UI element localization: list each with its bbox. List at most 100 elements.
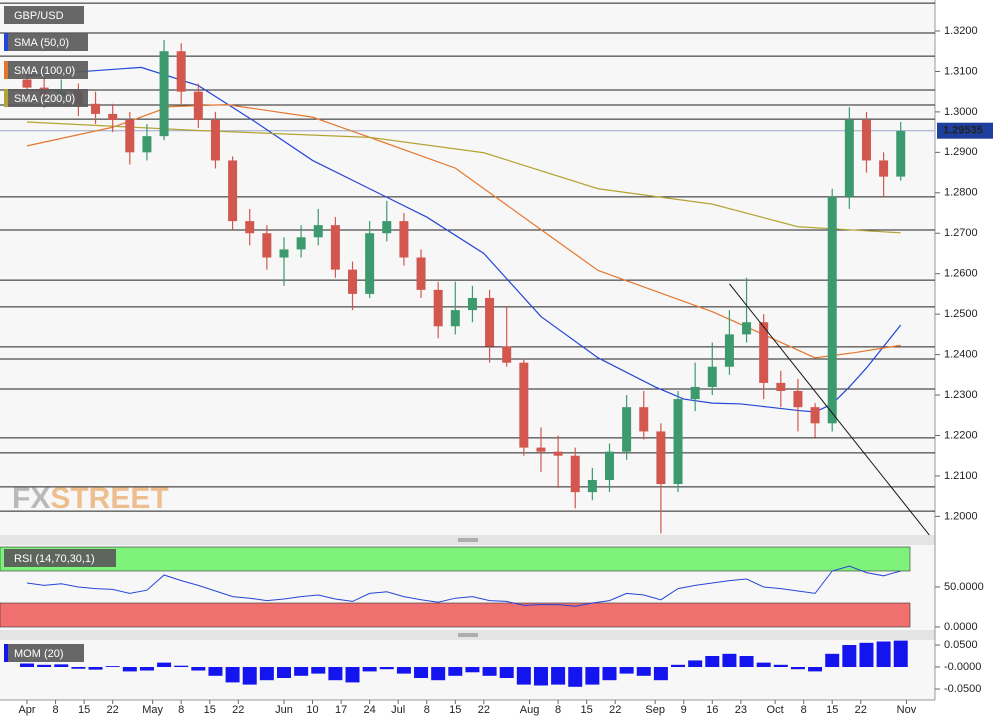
candle-body bbox=[433, 289, 443, 327]
mom-bar bbox=[705, 656, 720, 668]
candle-body bbox=[159, 51, 169, 137]
mom-bar bbox=[516, 667, 531, 685]
candle-body bbox=[382, 221, 392, 234]
x-tick-label: 16 bbox=[706, 704, 718, 716]
mom-bar bbox=[157, 662, 172, 668]
x-tick-label: Oct bbox=[767, 704, 784, 716]
candle-body bbox=[810, 407, 820, 424]
x-tick-label: 8 bbox=[53, 704, 59, 716]
candle-body bbox=[639, 407, 649, 432]
candle-body bbox=[861, 119, 871, 161]
y-tick-label: 1.2300 bbox=[944, 389, 978, 401]
mom-bar bbox=[105, 666, 120, 668]
mom-bar bbox=[242, 667, 257, 685]
candle-body bbox=[245, 221, 255, 234]
candle-body bbox=[313, 225, 323, 238]
mom-bar bbox=[602, 667, 617, 681]
x-tick-label: 15 bbox=[78, 704, 90, 716]
legend-label: SMA (200,0) bbox=[14, 93, 75, 105]
y-tick-label: 1.2100 bbox=[944, 470, 978, 482]
candle-body bbox=[776, 382, 786, 391]
candle-body bbox=[365, 233, 375, 294]
candle-body bbox=[210, 119, 220, 161]
y-tick-label: 1.2200 bbox=[944, 429, 978, 441]
mom-bar bbox=[311, 667, 326, 674]
candle-body bbox=[416, 257, 426, 290]
watermark-part: STREET bbox=[50, 482, 168, 515]
mom-bar bbox=[225, 667, 240, 683]
mom-bar bbox=[54, 664, 69, 668]
legend-box bbox=[4, 33, 88, 51]
mom-bar bbox=[808, 667, 823, 672]
mom-bar bbox=[585, 667, 600, 685]
watermark: FXSTREET bbox=[12, 482, 169, 515]
x-tick-label: 8 bbox=[801, 704, 807, 716]
legend-label: SMA (50,0) bbox=[14, 37, 69, 49]
mom-bar bbox=[139, 667, 154, 671]
candle-body bbox=[519, 362, 529, 448]
mom-bar bbox=[259, 667, 274, 681]
mom-bar bbox=[431, 667, 446, 681]
rsi-line bbox=[26, 565, 901, 607]
mom-bar bbox=[414, 667, 429, 679]
mom-bar bbox=[653, 667, 668, 681]
mom-bar bbox=[20, 663, 35, 668]
mom-bar bbox=[122, 667, 137, 672]
mom-bar bbox=[688, 660, 703, 668]
candle-body bbox=[844, 119, 854, 197]
candle-body bbox=[553, 451, 563, 456]
x-tick-label: 8 bbox=[178, 704, 184, 716]
candle-body bbox=[228, 160, 238, 222]
mom-bar bbox=[893, 640, 908, 668]
mom-bar bbox=[208, 667, 223, 676]
legend-swatch bbox=[4, 61, 8, 79]
mom-bar bbox=[328, 667, 343, 681]
x-tick-label: 15 bbox=[581, 704, 593, 716]
mom-bar bbox=[294, 667, 309, 676]
y-tick-label: 1.3000 bbox=[944, 106, 978, 118]
candle-body bbox=[827, 196, 837, 424]
mom-bar bbox=[773, 664, 788, 668]
legend-swatch bbox=[4, 644, 8, 662]
legend-box bbox=[4, 61, 88, 79]
x-tick-label: 22 bbox=[232, 704, 244, 716]
mom-bar bbox=[825, 653, 840, 668]
legend-swatch bbox=[4, 33, 8, 51]
mom-bar bbox=[551, 667, 566, 685]
separator[interactable] bbox=[0, 630, 935, 640]
mom-bar bbox=[499, 667, 514, 679]
mom-bar bbox=[756, 662, 771, 668]
mom-bar bbox=[619, 667, 634, 674]
mom-bar bbox=[722, 653, 737, 668]
sma-line bbox=[26, 66, 902, 413]
mom-bar bbox=[396, 667, 411, 674]
x-tick-label: 17 bbox=[335, 704, 347, 716]
mom-bar bbox=[379, 667, 394, 670]
x-tick-label: Jul bbox=[391, 704, 405, 716]
trendline bbox=[729, 283, 930, 536]
separator[interactable] bbox=[0, 535, 935, 545]
mom-bar bbox=[671, 664, 686, 668]
candle-body bbox=[793, 390, 803, 408]
candle-body bbox=[193, 91, 203, 120]
sma-line bbox=[26, 104, 901, 359]
x-tick-label: Jun bbox=[275, 704, 293, 716]
mom-bar bbox=[739, 656, 754, 668]
y-tick-label: 1.2400 bbox=[944, 348, 978, 360]
x-tick-label: 15 bbox=[826, 704, 838, 716]
watermark-part: FX bbox=[12, 482, 50, 515]
mom-bar bbox=[859, 642, 874, 668]
mom-bar bbox=[191, 667, 206, 671]
sma-line bbox=[26, 121, 901, 234]
candle-body bbox=[22, 79, 32, 88]
candle-body bbox=[759, 322, 769, 383]
candle-body bbox=[262, 233, 272, 258]
candle-body bbox=[502, 346, 512, 363]
candle-body bbox=[690, 386, 700, 400]
mom-bar bbox=[345, 667, 360, 683]
x-tick-label: Nov bbox=[897, 704, 917, 716]
candle-body bbox=[330, 225, 340, 270]
mom-bar bbox=[71, 667, 86, 669]
legend-box bbox=[4, 549, 116, 567]
x-tick-label: 22 bbox=[609, 704, 621, 716]
